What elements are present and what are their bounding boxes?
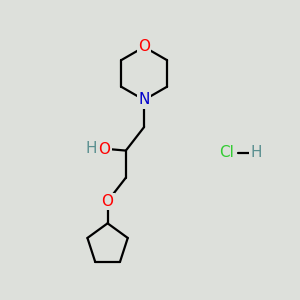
Text: H: H xyxy=(86,141,97,156)
Text: O: O xyxy=(138,39,150,54)
Text: N: N xyxy=(138,92,150,107)
Text: Cl: Cl xyxy=(219,146,234,160)
Text: O: O xyxy=(98,142,110,157)
Text: H: H xyxy=(250,146,262,160)
Text: O: O xyxy=(102,194,114,209)
